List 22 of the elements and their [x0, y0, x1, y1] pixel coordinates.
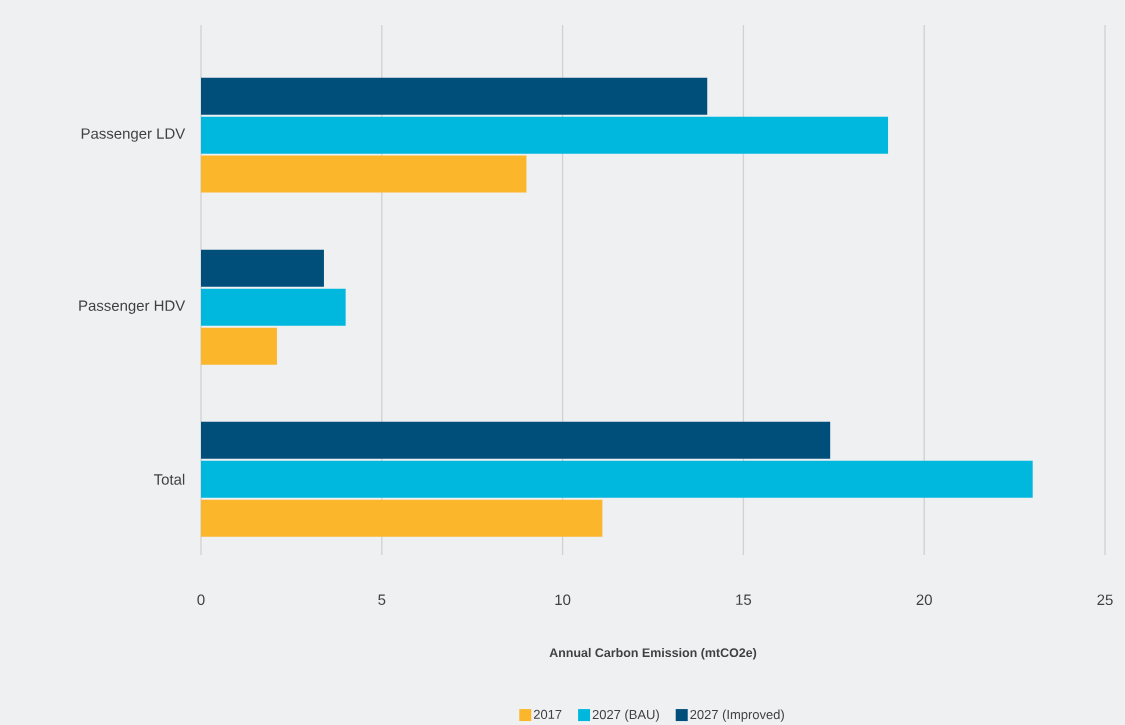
bar — [201, 116, 889, 154]
bar — [201, 288, 346, 326]
y-tick-label: Total — [153, 473, 185, 485]
bar — [201, 499, 603, 537]
x-tick-label: 10 — [555, 594, 571, 606]
x-tick-label: 20 — [916, 594, 932, 606]
legend-label: 2017 — [533, 709, 562, 719]
legend-label: 2027 (Improved) — [690, 709, 784, 722]
y-tick-label: Passenger LDV — [81, 128, 186, 142]
bar — [201, 421, 831, 459]
bar — [201, 77, 708, 115]
x-tick-label: 0 — [197, 594, 205, 606]
y-tick-label: Passenger HDV — [79, 300, 186, 314]
bar — [201, 460, 1033, 498]
legend-label: 2027 (BAU) — [592, 709, 659, 722]
bar — [201, 327, 277, 365]
bar — [201, 249, 324, 287]
x-tick-label: 25 — [1097, 594, 1113, 606]
x-tick-label: 5 — [378, 594, 386, 605]
x-tick-label: 15 — [736, 594, 752, 605]
bar — [201, 155, 527, 193]
x-axis-title: Annual Carbon Emission (mtCO2e) — [549, 647, 757, 660]
